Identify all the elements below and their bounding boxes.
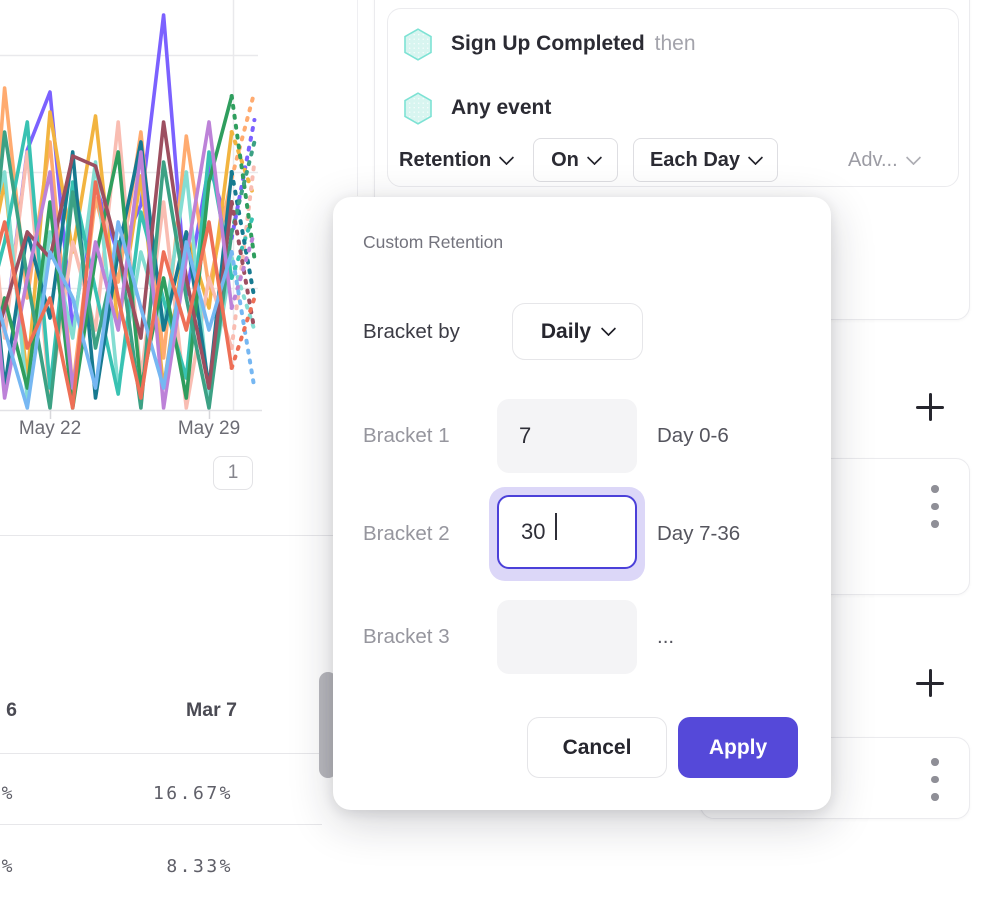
retention-type-label: Retention [399,148,492,171]
each-day-dropdown[interactable]: Each Day [633,138,778,182]
table-cell-value: 8.33% [166,856,233,877]
each-day-label: Each Day [649,148,741,171]
table-cell-clipped: % [1,856,15,877]
retention-type-dropdown[interactable]: Retention [399,138,515,182]
on-label: On [551,148,579,171]
bracket-2-input[interactable] [497,495,637,569]
chevron-down-icon [600,320,617,337]
table-header-divider [0,753,322,754]
step-then-text: then [654,32,696,55]
advanced-label: Adv... [848,148,898,171]
bracket-by-label: Bracket by [363,320,460,343]
table-header-mar-7: Mar 7 [186,699,237,721]
table-section-top-border [0,535,333,536]
step-event-name: Sign Up Completed [451,32,645,55]
retention-step-born-event[interactable]: Sign Up Completed then [403,27,696,61]
event-hexagon-icon [404,91,432,125]
panel-left-divider [357,0,358,196]
table-cell-value: 16.67% [152,783,233,804]
chevron-down-icon [586,149,603,165]
bracket-2-label: Bracket 2 [363,522,450,545]
metric-card-menu-button[interactable] [929,483,941,530]
bracket-3-label: Bracket 3 [363,625,450,648]
bracket-3-range: ... [657,625,675,648]
x-axis-label-may-22: May 22 [18,418,82,439]
chevron-down-icon [498,149,515,165]
add-metric-button[interactable] [916,393,944,421]
bracket-2-range: Day 7-36 [657,522,741,545]
event-hexagon-icon [404,27,432,61]
chevron-down-icon [905,149,921,165]
bracket-by-value: Daily [540,319,592,343]
bracket-3-input[interactable] [497,600,637,674]
add-metric-button[interactable] [916,669,944,697]
bracket-1-range: Day 0-6 [657,424,729,447]
table-header-clipped: 6 [6,699,17,721]
chart-pagination-button[interactable]: 1 [213,456,253,490]
bracket-1-input[interactable] [497,399,637,473]
retention-line-chart [0,0,262,419]
metric-card-menu-button[interactable] [929,756,941,803]
retention-step-return-event[interactable]: Any event [403,91,551,125]
bracket-by-select[interactable]: Daily [512,303,643,360]
table-cell-clipped: % [1,783,15,804]
custom-retention-modal: Custom Retention Bracket by Daily Bracke… [333,197,831,810]
step-event-name: Any event [451,96,552,119]
bracket-2-focus-ring [489,487,645,581]
table-row-divider [0,824,322,825]
x-axis-label-may-29: May 29 [177,418,241,439]
on-dropdown[interactable]: On [533,138,618,182]
advanced-dropdown[interactable]: Adv... [848,138,921,182]
table-scrollbar-thumb[interactable] [319,672,337,778]
bracket-1-label: Bracket 1 [363,424,450,447]
text-cursor [555,513,557,540]
chevron-down-icon [747,149,764,165]
modal-title: Custom Retention [363,232,504,252]
apply-button[interactable]: Apply [678,717,798,778]
cancel-button[interactable]: Cancel [527,717,667,778]
